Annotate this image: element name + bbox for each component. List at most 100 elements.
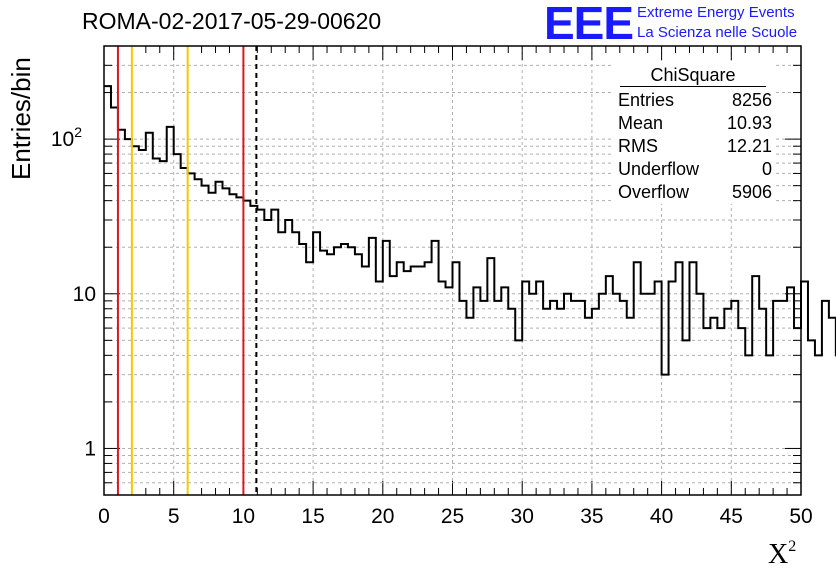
stats-row: Entries 8256 — [612, 89, 774, 112]
histogram-bin — [341, 244, 348, 495]
histogram-bin — [780, 301, 787, 495]
histogram-bin — [216, 182, 223, 495]
histogram-bin — [362, 267, 369, 495]
histogram-bin — [383, 241, 390, 495]
histogram-bin — [188, 173, 195, 495]
stats-row: Mean 10.93 — [612, 112, 774, 135]
chart-title: ROMA-02-2017-05-29-00620 — [82, 8, 382, 34]
histogram-bin — [515, 340, 522, 495]
x-tick-label: 50 — [789, 505, 812, 528]
stats-label: Mean — [618, 113, 664, 133]
x-axis-label-exponent: 2 — [788, 538, 797, 555]
histogram-bin — [696, 294, 703, 495]
histogram-bin — [669, 282, 676, 495]
histogram-bin — [703, 328, 710, 495]
y-tick-label: 1 — [84, 437, 96, 460]
x-tick-label: 45 — [720, 505, 743, 528]
histogram-bin — [243, 201, 250, 495]
histogram-bin — [369, 238, 376, 495]
histogram-bin — [390, 276, 397, 495]
histogram-bin — [439, 282, 446, 495]
histogram-bin — [752, 276, 759, 495]
stats-box: ChiSquare Entries 8256 Mean 10.93 RMS 12.21… — [612, 64, 774, 204]
histogram-bin — [571, 301, 578, 495]
histogram-bin — [689, 262, 696, 495]
x-tick-label: 10 — [232, 505, 255, 528]
stats-label: Underflow — [618, 159, 700, 179]
histogram-bin — [655, 282, 662, 495]
y-axis-label: Entries/bin — [6, 57, 36, 180]
x-tick-label: 20 — [371, 505, 394, 528]
histogram-bin — [160, 161, 167, 495]
histogram-bin — [285, 220, 292, 495]
histogram-bin — [153, 158, 160, 495]
x-tick-label: 35 — [580, 505, 603, 528]
histogram-bin — [606, 276, 613, 495]
stats-label: Entries — [618, 90, 675, 110]
eee-logo: EEE — [544, 0, 634, 49]
histogram-bin — [829, 318, 836, 495]
histogram-bin — [229, 194, 236, 495]
x-tick-label: 15 — [301, 505, 324, 528]
stats-value: 12.21 — [726, 136, 772, 156]
histogram-bin — [731, 301, 738, 495]
histogram-bin — [181, 168, 188, 495]
histogram-bin — [822, 301, 829, 495]
histogram-bin — [766, 355, 773, 495]
histogram-bin — [710, 318, 717, 495]
stats-label: RMS — [618, 136, 658, 156]
histogram-bin — [745, 355, 752, 495]
histogram-bin — [334, 247, 341, 495]
histogram-bin — [613, 294, 620, 495]
stats-row: Overflow 5906 — [612, 181, 774, 204]
histogram-bin — [480, 301, 487, 495]
stats-value: 0 — [761, 159, 772, 179]
histogram-bin — [536, 282, 543, 495]
histogram-bin — [418, 267, 425, 495]
histogram-bin — [564, 294, 571, 495]
histogram-bin — [397, 262, 404, 495]
histogram-bin — [139, 150, 146, 495]
histogram-bin — [648, 294, 655, 495]
histogram-bin — [808, 340, 815, 495]
histogram-bin — [306, 262, 313, 495]
histogram-bin — [222, 188, 229, 495]
histogram-bin — [717, 328, 724, 495]
histogram-bin — [724, 309, 731, 495]
histogram-bin — [773, 301, 780, 495]
histogram-bin — [209, 193, 216, 495]
histogram-bin — [794, 328, 801, 495]
histogram-bin — [118, 130, 125, 495]
histogram-bin — [501, 287, 508, 495]
histogram-bin — [425, 262, 432, 495]
histogram-bin — [411, 267, 418, 495]
histogram-bin — [759, 309, 766, 495]
histogram-bin — [787, 287, 794, 495]
x-tick-label: 25 — [441, 505, 464, 528]
histogram-bin — [125, 139, 132, 495]
logo-tagline-2: La Scienza nelle Scuole — [637, 24, 798, 41]
histogram-bin — [236, 197, 243, 495]
x-tick-label: 30 — [511, 505, 534, 528]
stats-value: 10.93 — [726, 113, 772, 133]
histogram-bin — [550, 301, 557, 495]
histogram-bin — [111, 108, 118, 495]
histogram-bin — [676, 262, 683, 495]
histogram-bin — [257, 210, 264, 495]
histogram-bin — [292, 232, 299, 495]
histogram-bin — [404, 271, 411, 495]
x-tick-label: 40 — [650, 505, 673, 528]
histogram-bin — [529, 294, 536, 495]
histogram-bin — [202, 186, 209, 495]
histogram-bin — [557, 309, 564, 495]
histogram-bin — [104, 86, 111, 495]
histogram-bin — [299, 244, 306, 495]
histogram-bin — [620, 301, 627, 495]
histogram-bin — [271, 210, 278, 495]
plot-frame — [103, 45, 802, 496]
histogram-bin — [641, 294, 648, 495]
histogram-bin — [313, 232, 320, 495]
histogram-bin — [466, 318, 473, 495]
histogram-bin — [320, 251, 327, 495]
